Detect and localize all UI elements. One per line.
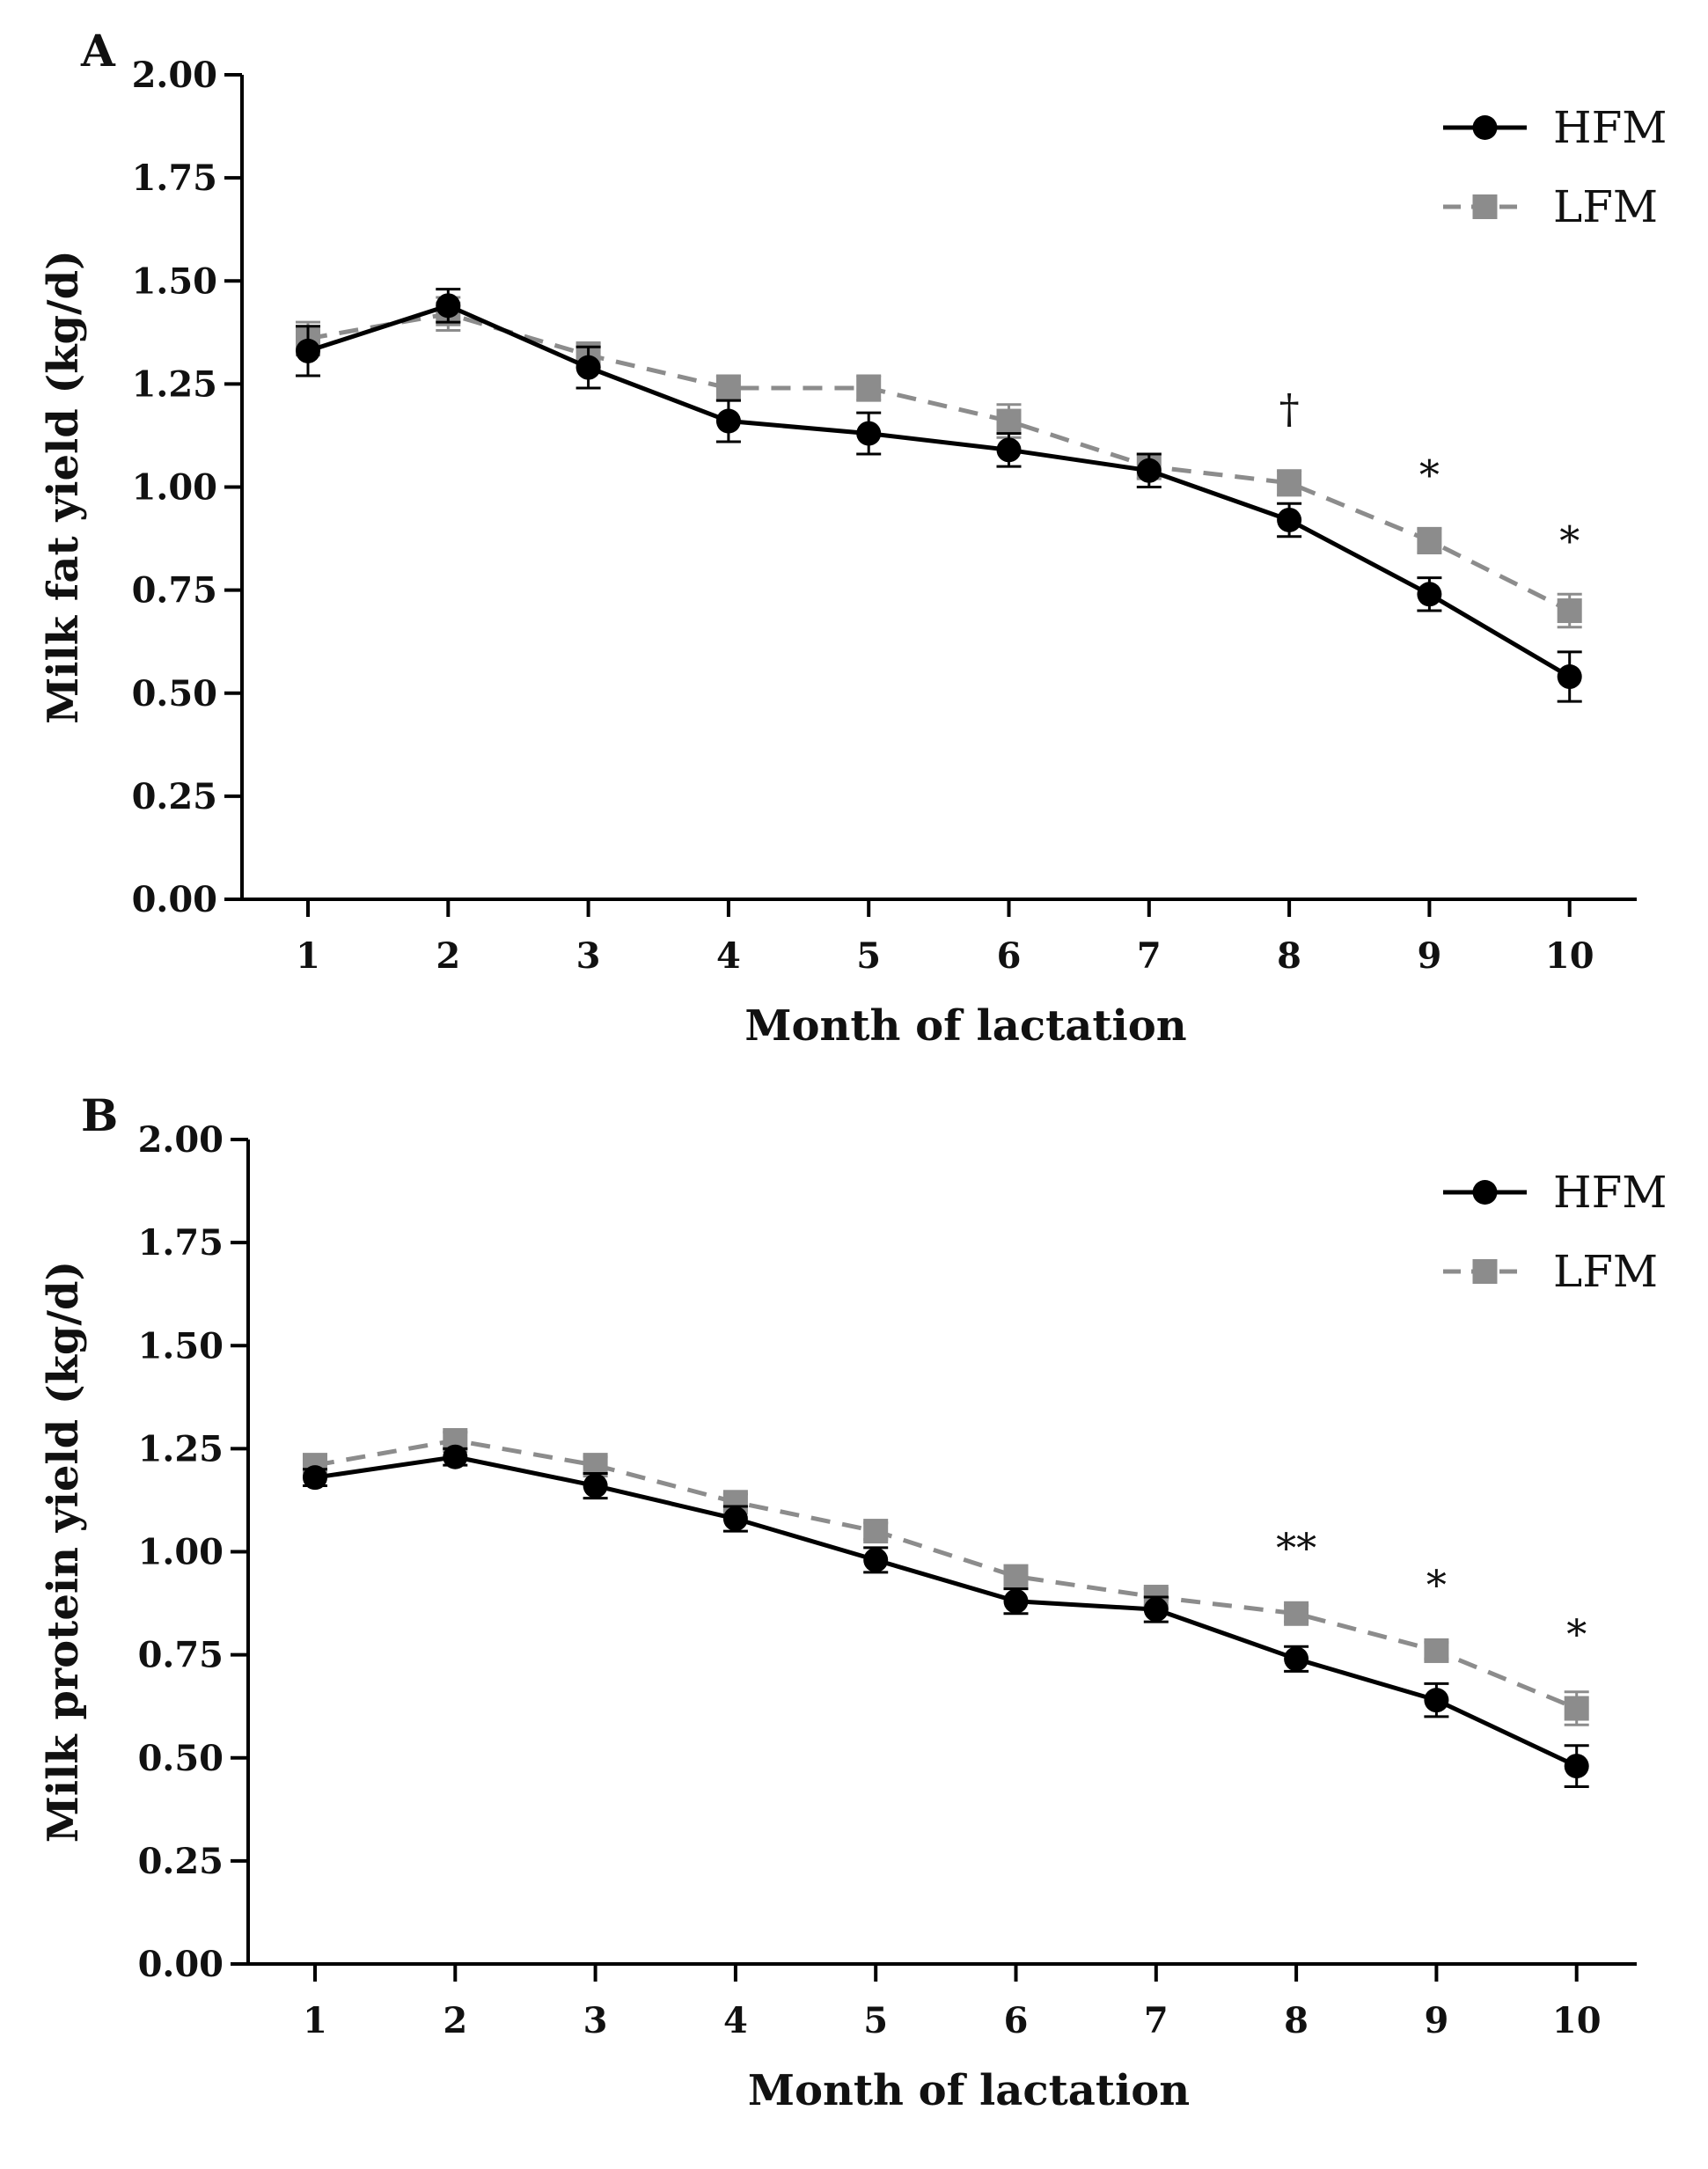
y-tick-label: 1.00 [132, 467, 217, 509]
x-tick-label: 1 [303, 2000, 327, 2041]
y-tick-label: 1.75 [138, 1222, 224, 1264]
series-hfm-point [1136, 458, 1162, 483]
legend-hfm-marker [1472, 1180, 1498, 1205]
series-hfm-point [436, 293, 461, 319]
y-axis-title: Milk fat yield (kg/d) [39, 250, 88, 724]
x-tick-label: 5 [863, 2000, 888, 2041]
significance-marker: * [1559, 517, 1580, 564]
y-tick-label: 0.00 [138, 1944, 224, 1985]
y-tick-label: 0.25 [138, 1841, 224, 1882]
legend-hfm-marker [1472, 115, 1498, 140]
series-lfm-point [1564, 1696, 1589, 1721]
series-hfm-point [722, 1506, 748, 1532]
y-tick-label: 2.00 [138, 1119, 224, 1161]
x-tick-label: 2 [436, 935, 460, 977]
x-tick-label: 3 [583, 2000, 608, 2041]
x-tick-label: 9 [1424, 2000, 1448, 2041]
y-tick-label: 0.25 [132, 776, 217, 817]
series-hfm-point [1284, 1646, 1309, 1672]
series-hfm-point [856, 421, 882, 446]
series-lfm-line [314, 1438, 1578, 1711]
x-tick-label: 5 [856, 935, 881, 977]
x-tick-label: 10 [1552, 2000, 1602, 2041]
x-tick-label: 4 [723, 2000, 748, 2041]
x-axis-title: Month of lactation [744, 1001, 1186, 1051]
legend-lfm-marker [1472, 1259, 1498, 1284]
panel-b: 0.00 0.25 0.50 0.75 1.00 1.25 1.50 1.75 2.00 1 2 3 4… [39, 1089, 1668, 2115]
x-tick-label: 10 [1545, 935, 1594, 977]
series-hfm-point [863, 1547, 889, 1572]
y-tick-label: 2.00 [132, 55, 217, 96]
series-hfm-point [1564, 1754, 1589, 1779]
y-tick-label: 1.50 [132, 260, 217, 302]
series-hfm-point [715, 408, 741, 434]
series-lfm-point [1277, 470, 1302, 495]
series-lfm-point [863, 1519, 889, 1544]
legend-hfm-label: HFM [1553, 1167, 1668, 1218]
series-hfm-point [1277, 507, 1302, 532]
panel-a: 0.00 0.25 0.50 0.75 1.00 1.25 1.50 1.75 2.00 1 2 3 4… [39, 25, 1668, 1051]
panel-letter: A [80, 25, 116, 77]
series-hfm-point [1417, 582, 1442, 607]
x-tick-label: 8 [1284, 2000, 1308, 2041]
series-hfm-point [575, 355, 601, 380]
y-tick-label: 0.75 [132, 570, 217, 612]
x-axis-title: Month of lactation [748, 2066, 1190, 2115]
significance-marker: † [1279, 385, 1300, 432]
y-tick-label: 1.50 [138, 1325, 224, 1367]
series-hfm-line [314, 1455, 1578, 1769]
legend-lfm-label: LFM [1553, 181, 1658, 232]
series-hfm-point [1557, 664, 1582, 690]
x-tick-label: 1 [296, 935, 320, 977]
x-tick-label: 7 [1144, 2000, 1169, 2041]
series-lfm-point [1284, 1601, 1309, 1626]
significance-marker: * [1566, 1610, 1587, 1658]
series-lfm-line [307, 311, 1571, 613]
series-hfm-point [1424, 1688, 1449, 1713]
y-tick-label: 1.25 [138, 1428, 224, 1469]
significance-marker: * [1426, 1561, 1447, 1608]
series-hfm-point [303, 1465, 327, 1491]
series-lfm-point [1557, 598, 1582, 624]
series-hfm-point [296, 338, 320, 363]
series-lfm-point [856, 376, 882, 401]
series-hfm-point [1143, 1597, 1169, 1623]
series-hfm-point [1003, 1588, 1029, 1614]
x-tick-label: 6 [1004, 2000, 1029, 2041]
series-lfm-point [715, 376, 741, 401]
y-tick-label: 0.75 [138, 1635, 224, 1676]
significance-marker: ** [1276, 1524, 1316, 1572]
y-tick-label: 1.25 [132, 363, 217, 405]
y-tick-label: 1.00 [138, 1532, 224, 1573]
panel-letter: B [81, 1089, 118, 1141]
series-hfm-point [996, 437, 1022, 463]
x-tick-label: 4 [716, 935, 741, 977]
series-hfm-point [443, 1444, 468, 1469]
legend-lfm-marker [1472, 194, 1498, 219]
y-tick-label: 0.00 [132, 879, 217, 920]
x-tick-label: 8 [1277, 935, 1301, 977]
y-axis-title: Milk protein yield (kg/d) [39, 1261, 88, 1843]
x-tick-label: 6 [997, 935, 1022, 977]
y-tick-label: 0.50 [132, 673, 217, 714]
legend-hfm-label: HFM [1553, 102, 1668, 153]
series-lfm-point [1417, 528, 1442, 553]
series-lfm-point [1003, 1564, 1029, 1589]
x-tick-label: 3 [576, 935, 601, 977]
y-tick-label: 0.50 [138, 1738, 224, 1779]
legend-lfm-label: LFM [1553, 1246, 1658, 1297]
series-hfm-point [583, 1473, 608, 1499]
x-tick-label: 7 [1137, 935, 1162, 977]
y-tick-label: 1.75 [132, 158, 217, 199]
x-tick-label: 9 [1417, 935, 1441, 977]
significance-marker: * [1419, 451, 1440, 498]
series-hfm-line [307, 303, 1571, 679]
series-lfm-point [996, 408, 1022, 434]
series-lfm-point [1424, 1638, 1449, 1663]
x-tick-label: 2 [443, 2000, 467, 2041]
